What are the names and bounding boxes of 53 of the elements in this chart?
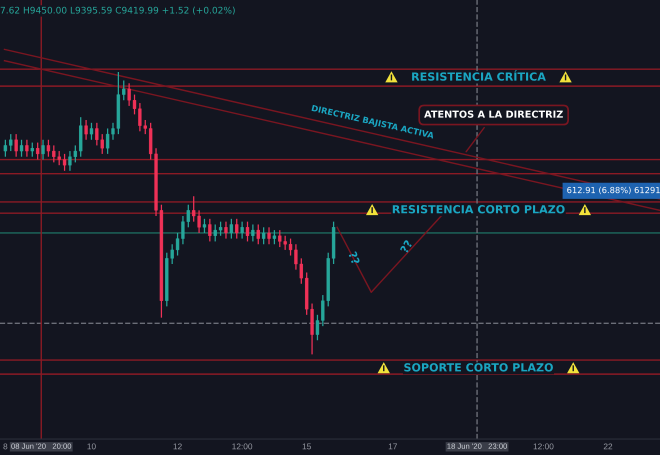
candlestick	[214, 224, 217, 242]
annotation: ATENTOS A LA DIRECTRIZ	[424, 110, 563, 118]
candlestick	[224, 221, 228, 240]
candlestick	[95, 122, 99, 146]
candlestick	[144, 119, 147, 135]
candlestick	[300, 258, 303, 284]
candlestick	[256, 224, 260, 245]
candlestick	[36, 142, 40, 160]
candlestick	[251, 224, 255, 242]
ref-line-label: RESISTENCIA CRÍTICA	[412, 70, 546, 81]
candlestick	[208, 218, 212, 242]
candlestick	[84, 119, 88, 140]
x-tick-label: 12:00	[232, 443, 252, 450]
candlestick	[4, 139, 8, 158]
candlestick	[122, 80, 126, 101]
candlestick	[278, 230, 282, 248]
candlestick	[52, 144, 56, 163]
x-tick-label: 8	[3, 443, 8, 450]
candlestick	[186, 204, 190, 228]
candlestick	[230, 218, 234, 240]
candlestick	[272, 230, 276, 245]
ref-line-label: RESISTENCIA CORTO PLAZO	[392, 205, 565, 214]
candlestick	[202, 218, 206, 234]
candlestick	[25, 139, 29, 158]
text: 7.62 H9450.00 L9395.59 C9419.99 +1.52 (+0.02%)	[0, 6, 235, 15]
x-tick-label: 15	[302, 444, 311, 450]
candlestick	[240, 221, 244, 240]
x-tick-label: 17	[388, 444, 397, 450]
candlestick	[267, 226, 271, 245]
x-tick-label: 10	[87, 443, 96, 450]
candlestick	[9, 134, 12, 152]
candlestick	[262, 226, 266, 245]
candlestick	[14, 134, 18, 158]
candlestick	[197, 210, 201, 234]
x-tick-label: 22	[604, 443, 612, 450]
annotation: ??	[400, 240, 413, 254]
x-tick-label: 12	[174, 443, 182, 450]
candlestick	[30, 142, 34, 158]
candlestick	[246, 221, 250, 242]
candlestick	[57, 150, 61, 166]
candlestick	[41, 139, 45, 160]
annotation: 612.91 (6.88%) 61291	[567, 186, 660, 194]
candlestick	[62, 153, 66, 172]
candlestick	[46, 139, 50, 158]
candlestick	[235, 218, 238, 240]
candlestick	[100, 134, 104, 155]
candlestick	[90, 122, 94, 140]
x-tick-label: 12:00	[534, 443, 554, 450]
ref-line-label: SOPORTE CORTO PLAZO	[404, 363, 553, 372]
candlestick	[192, 196, 196, 222]
candlestick	[218, 221, 222, 236]
candlestick	[20, 139, 24, 158]
annotation: ??	[348, 251, 360, 265]
